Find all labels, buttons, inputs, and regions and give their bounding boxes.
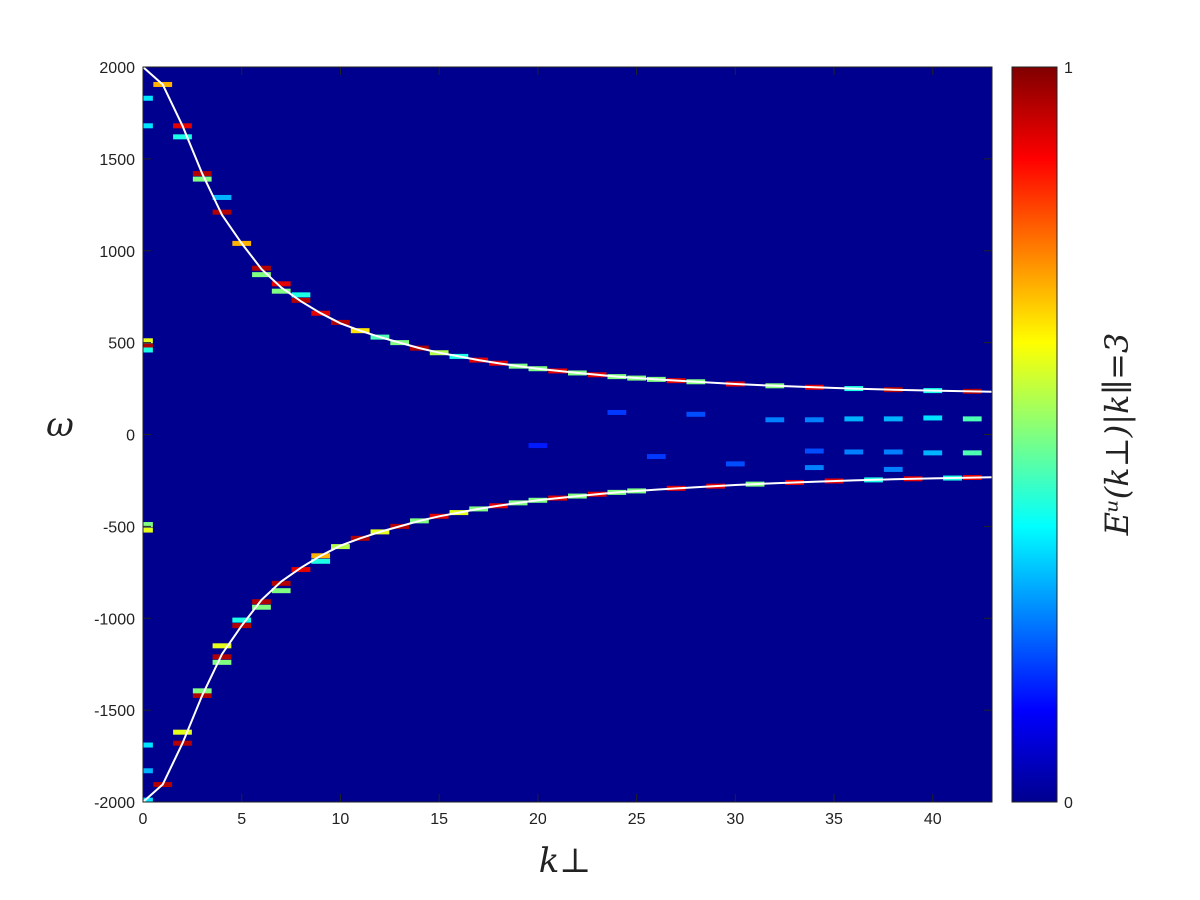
colorbar [1011, 66, 1058, 803]
x-tick-label: 10 [332, 811, 350, 828]
x-tick-label: 30 [726, 811, 744, 828]
heat-cell [883, 416, 903, 422]
x-tick-label: 20 [529, 811, 547, 828]
heat-cell [143, 797, 153, 802]
heat-cell [143, 123, 153, 129]
heat-cell [212, 209, 232, 215]
heat-cell [252, 272, 271, 278]
heat-cell [844, 449, 864, 455]
y-tick-label: -2000 [94, 795, 135, 812]
heat-cell [962, 416, 982, 422]
y-axis-ticks: 2000 1500 1000 500 0 -500 -1000 -1500 -2000 [94, 60, 992, 812]
heat-cell [844, 416, 864, 422]
x-tick-label: 0 [139, 811, 148, 828]
y-tick-label: 500 [108, 336, 135, 353]
heat-cell [143, 95, 153, 101]
heat-cell [271, 588, 291, 594]
heat-cell [686, 411, 706, 417]
heat-cell [143, 343, 153, 349]
x-tick-label: 15 [430, 811, 448, 828]
heat-cell [143, 347, 153, 353]
x-tick-label: 5 [237, 811, 246, 828]
dispersion-curves [143, 67, 992, 802]
heat-cell [212, 643, 232, 649]
heat-cell [232, 617, 252, 623]
heat-cell [271, 288, 291, 294]
heat-cell [212, 659, 232, 665]
y-tick-label: 2000 [99, 60, 135, 77]
y-tick-label: 1500 [99, 152, 135, 169]
heat-cell [725, 461, 745, 467]
y-tick-label: -1000 [94, 611, 135, 628]
y-tick-label: -500 [103, 519, 135, 536]
heat-cell [923, 450, 943, 456]
x-axis-title: k⊥ [539, 841, 592, 881]
heat-cell [192, 176, 212, 182]
heat-cell [212, 654, 232, 660]
heat-cell [923, 415, 943, 421]
x-tick-label: 35 [825, 811, 843, 828]
x-axis-ticks: 0 5 10 15 20 25 30 35 40 [139, 67, 942, 828]
y-tick-label: -1500 [94, 703, 135, 720]
colorbar-tick-label: 0 [1064, 795, 1073, 812]
x-tick-label: 25 [628, 811, 646, 828]
colorbar-tick-label: 1 [1064, 60, 1073, 77]
heat-cell [143, 768, 153, 774]
heat-cell [765, 417, 785, 423]
plot-background [143, 67, 992, 802]
heat-cell [192, 688, 212, 694]
dispersion-curve-upper [143, 67, 992, 393]
heat-cell [528, 443, 548, 449]
heat-cell [883, 466, 903, 472]
heat-cell [252, 599, 271, 605]
heat-cell [291, 567, 311, 573]
heat-cell [143, 338, 153, 344]
heat-cell [311, 558, 331, 564]
dispersion-curve-lower [143, 476, 992, 802]
y-tick-label: 1000 [99, 244, 135, 261]
heat-cell [212, 194, 232, 200]
heat-cell [271, 580, 291, 586]
heat-cell [883, 449, 903, 455]
heat-cell [252, 604, 271, 610]
colorbar-title: Eᵘ(k⊥)|k∥=3 [1098, 333, 1136, 537]
heat-cell [646, 454, 666, 460]
heat-cell [962, 450, 982, 456]
heat-cell [143, 522, 153, 528]
x-tick-label: 40 [924, 811, 942, 828]
heat-cell [271, 281, 291, 287]
heat-cell [291, 292, 311, 298]
y-tick-label: 0 [126, 428, 135, 445]
heat-cell [143, 742, 153, 748]
heat-cell [804, 417, 824, 423]
heat-cell [143, 527, 153, 533]
heat-cell [173, 729, 192, 735]
y-axis-title: ω [46, 405, 74, 445]
colorbar-ticks: 10 [1051, 60, 1073, 812]
heat-cell [607, 409, 627, 415]
heat-cell [804, 465, 824, 471]
heat-cell [173, 134, 192, 140]
heat-cell [804, 448, 824, 454]
